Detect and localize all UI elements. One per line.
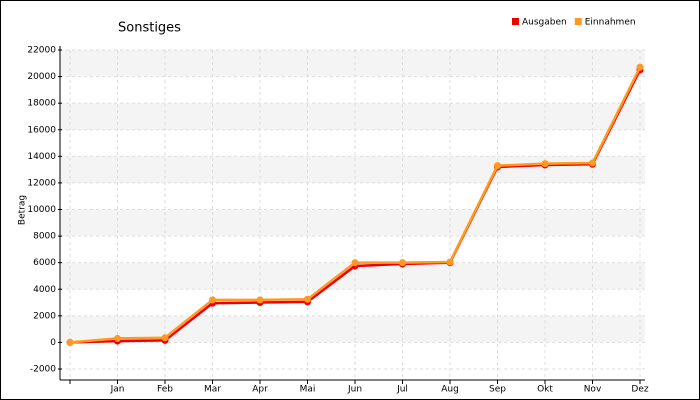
x-tick-label: Nov [584,385,602,395]
grid-band [60,50,645,77]
y-tick-label: 20000 [27,72,56,82]
y-tick-label: 2000 [33,311,56,321]
data-point [256,296,264,304]
data-point [304,295,311,303]
legend-swatch [512,18,519,25]
y-tick-label: 22000 [27,46,56,56]
x-tick-label: Mai [300,385,316,395]
data-point [161,334,169,342]
x-tick-label: Dez [631,385,648,395]
y-tick-label: 10000 [27,205,56,215]
y-tick-label: -2000 [30,365,56,375]
data-point [399,259,406,267]
x-tick-label: Apr [252,385,268,395]
y-tick-label: 14000 [27,152,56,162]
data-point [494,162,501,170]
data-point [209,296,216,304]
y-tick-label: 16000 [27,125,56,135]
legend-swatch [574,18,582,25]
x-tick-label: Feb [157,385,173,395]
legend-label: Einnahmen [585,18,636,28]
grid-band [60,156,645,183]
grid-band [60,103,645,130]
data-point [114,334,121,342]
y-tick-label: 12000 [27,178,56,188]
x-tick-label: Jun [347,385,362,395]
y-tick-label: 4000 [33,285,56,295]
legend-label: Ausgaben [522,18,567,28]
data-point [351,259,359,267]
y-tick-label: 0 [50,338,56,348]
x-tick-label: Jul [396,385,408,395]
y-tick-label: 8000 [33,232,56,242]
x-tick-label: Sep [489,385,506,395]
x-tick-label: Mar [204,385,221,395]
data-point [541,160,549,168]
x-tick-label: Aug [441,385,459,395]
y-axis-label: Betrag [18,195,28,225]
grid-band [60,209,645,237]
data-point [636,63,644,71]
y-tick-label: 6000 [33,258,56,268]
chart-title: Sonstiges [118,21,181,36]
data-point [446,258,454,266]
data-point [589,159,596,167]
x-tick-label: Okt [537,385,553,395]
x-tick-label: Jan [110,385,125,395]
y-tick-label: 18000 [27,99,56,109]
data-point [66,338,74,346]
